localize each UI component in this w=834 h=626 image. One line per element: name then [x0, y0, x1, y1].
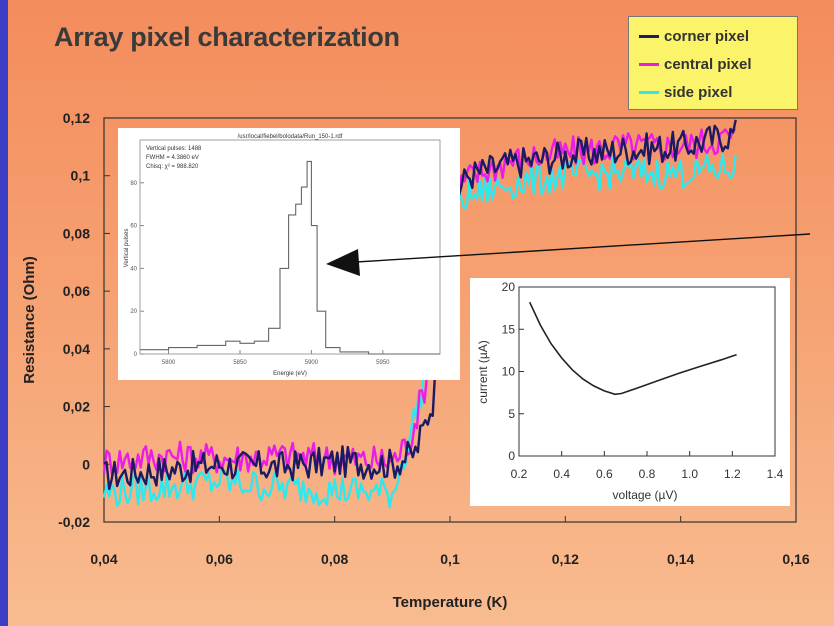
spectrum-x-axis-title: Energie (eV)	[273, 371, 307, 377]
spectrum-y-axis-title: Vertical pulses	[124, 229, 130, 268]
spectrum-info-line-1: Vertical pulses: 1488	[146, 146, 202, 152]
spectrum-x-tick-label: 5800	[162, 360, 176, 366]
iv-x-tick-label: 1.0	[681, 467, 698, 481]
iv-x-tick-label: 0.6	[596, 467, 613, 481]
slide-title: Array pixel characterization	[54, 22, 400, 52]
spectrum-y-tick-label: 80	[130, 181, 137, 187]
legend-label-corner: corner pixel	[664, 27, 750, 45]
legend-item-side: side pixel	[639, 79, 732, 105]
main-series-group	[102, 119, 737, 509]
legend-swatch-central	[639, 62, 659, 66]
legend-item-central: central pixel	[639, 51, 752, 77]
spectrum-info-line-2: FWHM = 4.3860 eV	[146, 155, 199, 161]
main-x-tick-label: 0,06	[206, 551, 233, 567]
spectrum-info-line-3: Chisq: χ² = 988.820	[146, 164, 199, 170]
iv-x-axis-title: voltage (µV)	[613, 488, 678, 502]
iv-y-ticks: 0 5 10 15 20	[502, 280, 524, 463]
spectrum-x-ticks: 5800 5850 5900 5950	[162, 350, 390, 366]
iv-y-tick-label: 0	[508, 449, 515, 463]
iv-inset: 0 5 10 15 20 0.2 0.4 0.6 0.8 1.0 1.2 1.4 voltage (…	[470, 278, 790, 506]
main-y-tick-label: 0,1	[71, 168, 91, 184]
spectrum-y-tick-label: 60	[130, 224, 137, 230]
iv-y-axis-title: current (µA)	[476, 340, 490, 404]
main-y-tick-label: 0,08	[63, 225, 90, 241]
legend-swatch-corner	[639, 34, 659, 38]
spectrum-x-tick-label: 5850	[233, 360, 247, 366]
iv-x-tick-label: 0.8	[639, 467, 656, 481]
iv-x-ticks: 0.2 0.4 0.6 0.8 1.0 1.2 1.4	[511, 451, 784, 481]
spectrum-x-tick-label: 5950	[376, 360, 390, 366]
main-x-tick-label: 0,08	[321, 551, 348, 567]
annotation-arrow-head	[326, 249, 360, 276]
main-y-tick-label: 0,04	[63, 341, 90, 357]
spectrum-x-tick-label: 5900	[305, 360, 319, 366]
spectrum-y-tick-label: 40	[130, 266, 137, 272]
spectrum-y-ticks: 0 20 40 60 80	[130, 181, 144, 358]
iv-x-tick-label: 0.4	[553, 467, 570, 481]
iv-inset-background	[470, 278, 790, 506]
iv-y-tick-label: 15	[502, 322, 516, 336]
main-x-axis-title: Temperature (K)	[393, 594, 508, 611]
spectrum-plot-frame	[139, 139, 441, 355]
main-y-tick-label: 0,02	[63, 399, 90, 415]
main-y-tick-label: -0,02	[58, 514, 90, 530]
legend: corner pixel central pixel side pixel	[628, 16, 798, 110]
legend-swatch-side	[639, 90, 659, 94]
spectrum-inset: /usr/local/fiebel/bolodata/Run_150-1.rdf…	[118, 128, 460, 380]
spectrum-series-line	[140, 160, 440, 355]
main-x-tick-label: 0,04	[90, 551, 117, 567]
legend-label-side: side pixel	[664, 83, 733, 101]
main-x-tick-label: 0,16	[782, 551, 809, 567]
main-x-tick-label: 0,12	[552, 551, 579, 567]
main-series-central-line	[102, 128, 736, 476]
main-y-ticks: -0,02 0 0,02 0,04 0,06 0,08 0,1 0,12	[58, 110, 110, 530]
main-y-tick-label: 0	[82, 456, 90, 472]
iv-x-tick-label: 0.2	[511, 467, 528, 481]
iv-x-tick-label: 1.2	[724, 467, 741, 481]
annotation-arrow-line	[355, 233, 811, 263]
iv-y-tick-label: 10	[502, 365, 516, 379]
legend-label-central: central pixel	[664, 55, 752, 73]
main-x-tick-label: 0,14	[667, 551, 694, 567]
main-y-tick-label: 0,12	[63, 110, 90, 126]
iv-x-tick-label: 1.4	[767, 467, 784, 481]
main-y-tick-label: 0,06	[63, 283, 90, 299]
main-series-corner-line	[103, 119, 737, 491]
main-x-ticks: 0,04 0,06 0,08 0,1 0,12 0,14 0,16	[90, 516, 810, 567]
iv-y-tick-label: 20	[502, 280, 516, 294]
legend-item-corner: corner pixel	[639, 23, 749, 49]
spectrum-y-tick-label: 0	[134, 352, 138, 358]
main-x-tick-label: 0,1	[440, 551, 460, 567]
iv-y-tick-label: 5	[508, 407, 515, 421]
spectrum-inset-title: /usr/local/fiebel/bolodata/Run_150-1.rdf	[238, 134, 343, 140]
spectrum-y-tick-label: 20	[130, 309, 137, 315]
main-y-axis-title: Resistance (Ohm)	[21, 256, 38, 384]
iv-series-line	[528, 301, 737, 396]
